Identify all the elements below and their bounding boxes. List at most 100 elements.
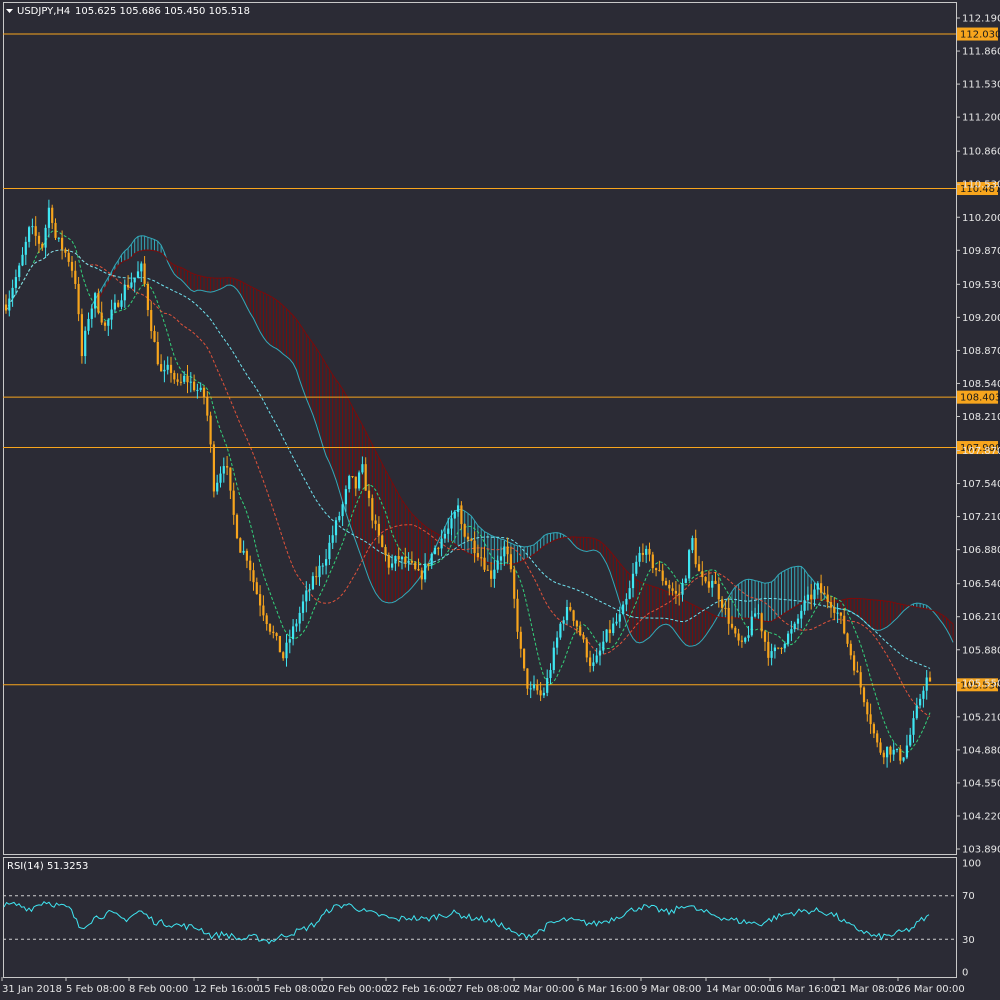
candle [354, 476, 357, 497]
candle-body [466, 536, 470, 540]
candle [754, 607, 757, 617]
candle-body [394, 556, 397, 564]
candle [44, 224, 47, 258]
candle-body [74, 270, 77, 284]
candle-body [354, 476, 357, 489]
candle [638, 546, 641, 567]
candle-body [876, 733, 879, 743]
candle [787, 630, 790, 647]
candle [734, 625, 737, 638]
candle-body [351, 476, 354, 478]
candle [328, 534, 331, 566]
candle-body [21, 254, 24, 266]
candle-body [688, 550, 691, 579]
candle [199, 382, 202, 392]
candle [453, 510, 456, 520]
candle-body [579, 626, 582, 636]
candle-body [183, 375, 186, 382]
candle [427, 563, 430, 571]
candle-body [532, 684, 536, 689]
candle [268, 623, 272, 635]
candle-body [651, 554, 654, 569]
candle [810, 584, 813, 610]
candle [589, 650, 592, 673]
candle [806, 586, 809, 611]
price-tick-label: 105.880 [962, 645, 1000, 656]
candle [450, 510, 453, 536]
candle-body [259, 594, 262, 606]
candle-body [110, 309, 113, 320]
candle-body [381, 535, 384, 547]
candle [351, 476, 354, 479]
candle [394, 555, 397, 572]
candle-body [450, 518, 453, 529]
level-label-text: 107.900 [960, 443, 1000, 454]
candle-body [641, 552, 644, 555]
candle [166, 356, 169, 375]
candle-body [767, 641, 770, 658]
chart-ohlc: 105.625 105.686 105.450 105.518 [75, 6, 250, 17]
candle-body [18, 265, 21, 278]
candle-body [460, 505, 463, 525]
candle-body [169, 364, 173, 373]
price-tick-label: 111.200 [962, 113, 1000, 124]
candle-body [925, 677, 928, 691]
candle [64, 247, 67, 258]
candle-body [648, 548, 651, 555]
candle-body [272, 631, 275, 634]
candle [529, 681, 532, 699]
candle [493, 560, 496, 588]
candle [688, 548, 691, 582]
candle-body [130, 282, 133, 288]
candle [569, 602, 572, 612]
candle-body [28, 227, 31, 242]
candle [420, 567, 423, 590]
candle [645, 545, 648, 564]
candle-body [780, 647, 783, 649]
candle-body [671, 588, 674, 591]
candle-body [11, 287, 14, 299]
candle [245, 548, 248, 569]
candle-body [503, 546, 506, 557]
candle-body [889, 746, 892, 755]
candle [206, 390, 209, 422]
candle [404, 547, 407, 568]
candle-body [292, 626, 295, 640]
candle [117, 299, 120, 308]
candle [727, 597, 730, 635]
candle-body [892, 749, 895, 755]
rsi-tick-label: 0 [962, 968, 968, 979]
candle [8, 290, 11, 317]
candle [803, 595, 806, 615]
candle-body [407, 560, 410, 563]
candle-body [325, 559, 328, 566]
candle-body [519, 631, 522, 649]
candle [417, 558, 420, 572]
candle-body [44, 227, 47, 248]
rsi-line [3, 900, 930, 945]
candle [163, 360, 166, 383]
level-price-label: 107.900 [957, 441, 1000, 455]
candle [744, 636, 747, 644]
candle [173, 370, 176, 384]
candle-body [226, 466, 229, 468]
candle [397, 547, 400, 567]
candle [572, 609, 575, 627]
candle-body [295, 623, 298, 627]
symbol-dropdown-icon[interactable] [6, 9, 13, 13]
candle [777, 647, 780, 650]
candle [793, 621, 796, 633]
candle [539, 682, 542, 702]
candle [737, 628, 740, 646]
candle-body [57, 237, 60, 239]
candle-body [796, 618, 800, 624]
candle [295, 619, 298, 632]
candle [216, 474, 219, 495]
candle [542, 687, 545, 699]
candle [813, 583, 816, 607]
candle-body [212, 444, 215, 492]
level-price-label: 112.030 [957, 27, 1000, 41]
candle-body [859, 672, 862, 688]
candle-body [37, 235, 41, 244]
